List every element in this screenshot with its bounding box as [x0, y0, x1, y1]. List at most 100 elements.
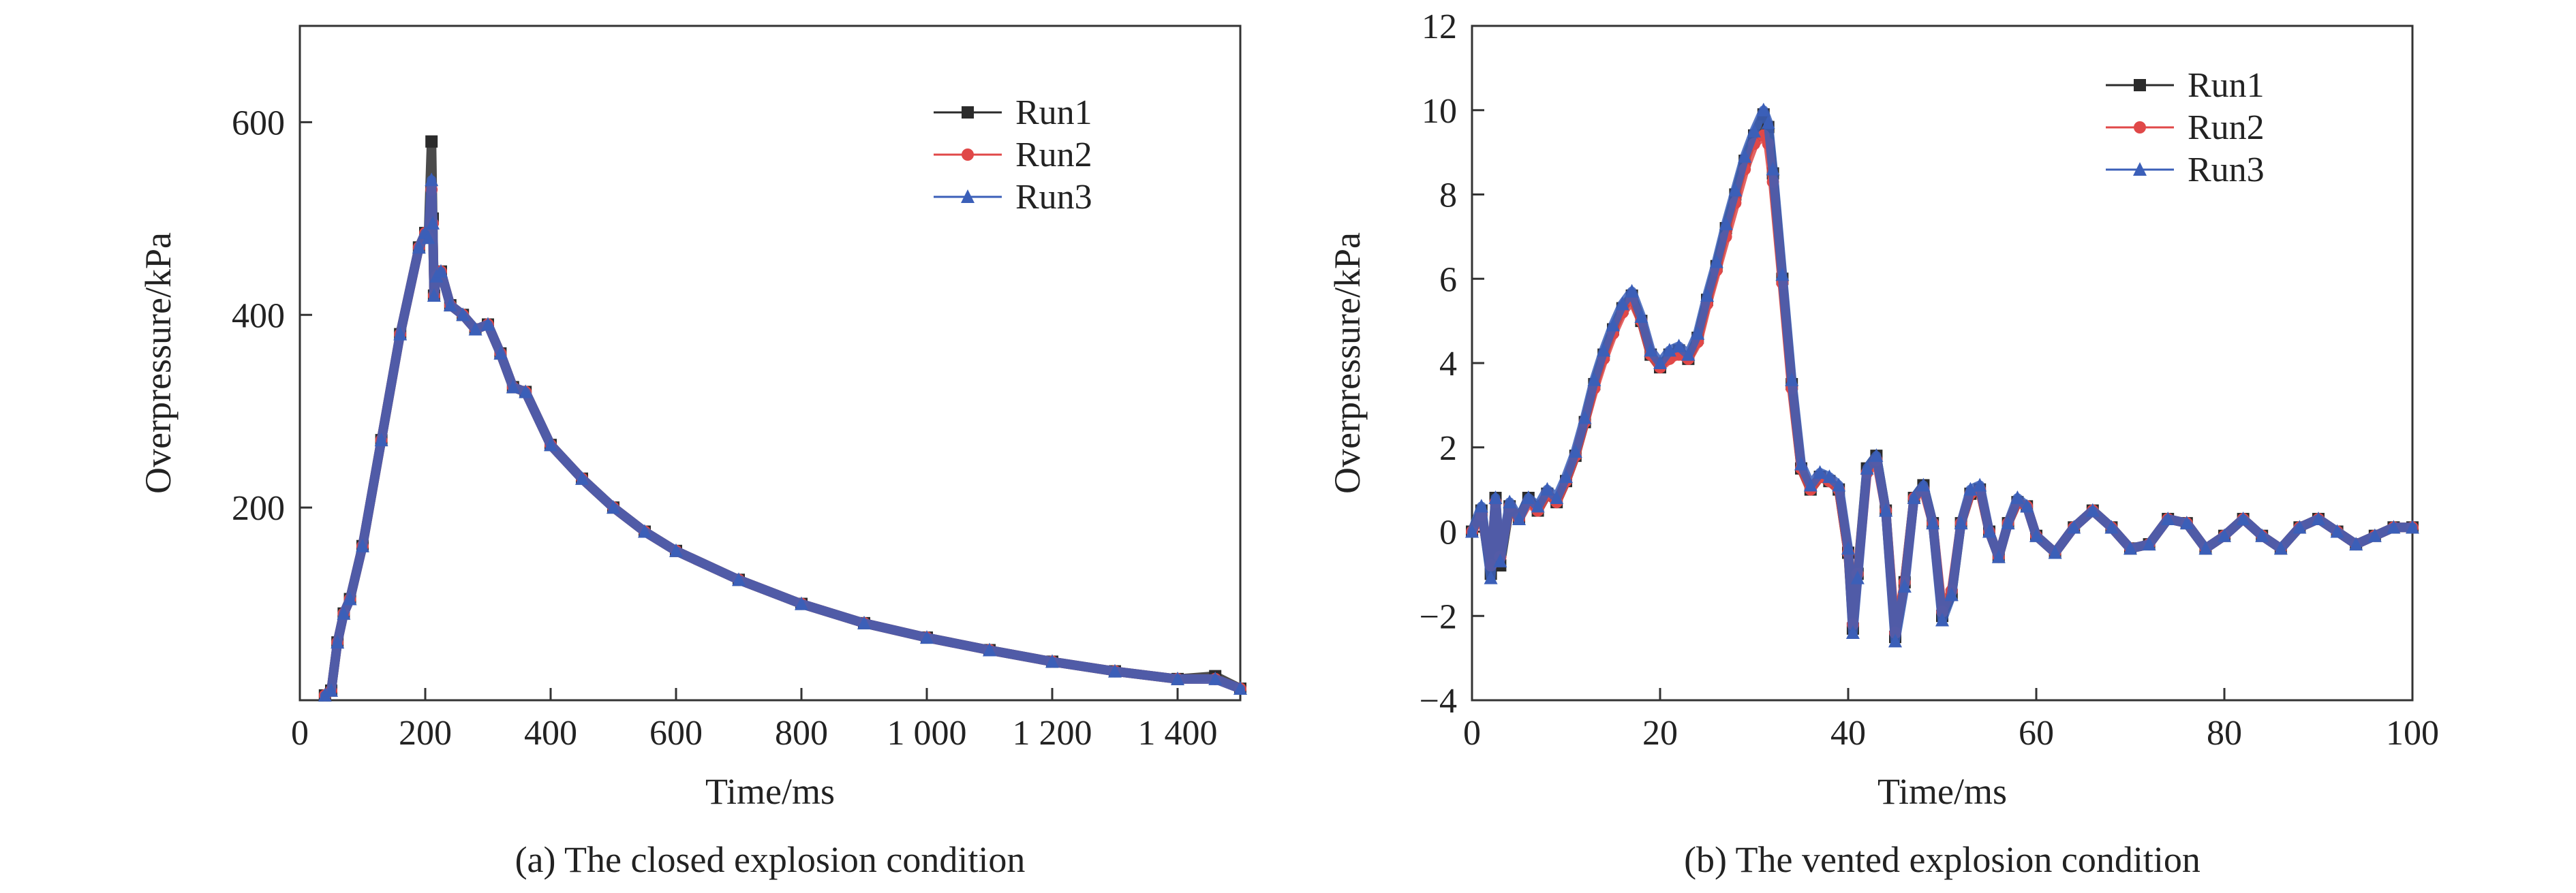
panel-caption: (a) The closed explosion condition: [515, 839, 1026, 880]
data-point-run3: [1493, 553, 1507, 567]
data-point-run3: [1935, 612, 1949, 627]
data-point-run3: [795, 596, 808, 610]
data-point-run3: [1045, 654, 1059, 668]
data-point-run3: [1888, 633, 1902, 648]
legend-label-run3: Run3: [2188, 151, 2265, 189]
legend-marker-run3: [2133, 162, 2147, 176]
x-tick-label: 0: [291, 714, 309, 753]
data-point-run3: [1597, 343, 1611, 357]
y-axis-ticks: −4 −2 0 2 4 6 8 10 12: [1420, 7, 1484, 721]
data-point-run3: [1681, 347, 1696, 361]
x-axis-title: Time/ms: [1877, 771, 2007, 812]
data-point-run3: [1691, 326, 1705, 340]
data-point-run3: [1484, 570, 1498, 584]
data-point-run3: [2142, 537, 2156, 551]
data-point-run3: [1991, 549, 2006, 563]
data-point-run3: [2218, 528, 2231, 542]
x-tick-label: 1 200: [1013, 714, 1092, 753]
data-point-run3: [393, 326, 408, 341]
data-point-run3: [1233, 681, 1247, 695]
data-point-run3: [1841, 541, 1855, 555]
data-point-run3: [1747, 123, 1761, 138]
data-point-run3: [1719, 216, 1733, 230]
data-point-run3: [1653, 356, 1667, 369]
data-point-run3: [443, 298, 457, 312]
legend-label-run1: Run1: [1015, 93, 1092, 132]
series-line-run2: [1467, 130, 2417, 638]
series-line-run1: [320, 136, 1245, 700]
data-point-run3: [1803, 477, 1818, 492]
data-point-run3: [1738, 148, 1752, 163]
data-point-run3: [1644, 343, 1658, 357]
data-point-run3: [356, 538, 369, 552]
data-point-run3: [1171, 671, 1184, 685]
data-point-run3: [1709, 254, 1723, 268]
data-point-run3: [1766, 161, 1780, 176]
data-point-run3: [920, 630, 934, 644]
data-point-run3: [1963, 482, 1978, 496]
data-point-run3: [1634, 309, 1649, 323]
data-point-run3: [1521, 490, 1535, 504]
data-point-run3: [1845, 625, 1860, 639]
data-point-run3: [2029, 528, 2043, 542]
data-point-run3: [425, 172, 439, 187]
data-point-run3: [544, 437, 557, 452]
series-line-run1: [1467, 109, 2417, 642]
data-point-run3: [1550, 490, 1564, 504]
data-point-run3: [343, 591, 357, 606]
legend-marker-run1: [962, 106, 974, 119]
data-point-run3: [1488, 490, 1503, 504]
plot-frame: [298, 25, 1242, 702]
data-point-run3: [1700, 288, 1714, 302]
data-point-run3: [1822, 469, 1837, 484]
y-tick-label: 400: [232, 296, 285, 335]
data-point-run3: [2293, 520, 2307, 534]
data-point-run3: [1860, 460, 1874, 475]
data-point-run3: [2020, 499, 2034, 513]
data-point-run3: [493, 345, 508, 360]
legend-marker-run2: [962, 148, 974, 161]
data-point-run3: [456, 307, 470, 322]
data-point-run3: [1761, 115, 1775, 129]
x-tick-label: 60: [2019, 714, 2054, 753]
data-point-run3: [1625, 283, 1639, 298]
x-tick-label: 400: [524, 714, 577, 753]
y-tick-label: 12: [1422, 7, 1457, 46]
data-point-run3: [732, 572, 746, 586]
data-point-run3: [1954, 516, 1968, 530]
data-point-run3: [1982, 524, 1996, 538]
data-point-run3: [331, 635, 345, 649]
legend-label-run2: Run2: [1015, 136, 1092, 174]
data-point-run3: [421, 230, 435, 245]
legend-label-run1: Run1: [2188, 66, 2265, 105]
data-point-run3: [426, 215, 440, 230]
x-tick-label: 1 400: [1138, 714, 1218, 753]
data-point-run3: [2255, 528, 2269, 542]
data-point-run3: [1897, 578, 1912, 593]
x-axis-title: Time/ms: [705, 771, 835, 812]
y-tick-label: −2: [1420, 597, 1457, 636]
data-point-run3: [427, 288, 441, 302]
data-point-run3: [2123, 541, 2137, 555]
data-point-run3: [1728, 183, 1743, 197]
data-point-run3: [1568, 443, 1582, 458]
data-point-run3: [2312, 511, 2325, 525]
legend-marker-run3: [961, 189, 975, 203]
data-point-run3: [2085, 503, 2100, 517]
data-point-run3: [2198, 541, 2213, 555]
series-line-run2: [320, 185, 1245, 700]
x-tick-label: 0: [1463, 714, 1481, 753]
panel-closed-explosion: 0 200 400 600 800 1 000 1 200 1 400 200 400 600 R…: [138, 25, 1247, 880]
legend-label-run3: Run3: [1015, 178, 1092, 217]
data-point-run3: [2236, 511, 2250, 525]
data-point-run3: [374, 433, 388, 447]
data-point-run3: [1973, 477, 1987, 492]
legend: Run1 Run2 Run3: [934, 93, 1092, 217]
legend-marker-run2: [2134, 121, 2146, 134]
data-point-run3: [1540, 482, 1554, 496]
data-point-run3: [1606, 317, 1620, 332]
y-tick-label: 4: [1439, 345, 1457, 383]
data-point-run3: [1512, 511, 1526, 525]
